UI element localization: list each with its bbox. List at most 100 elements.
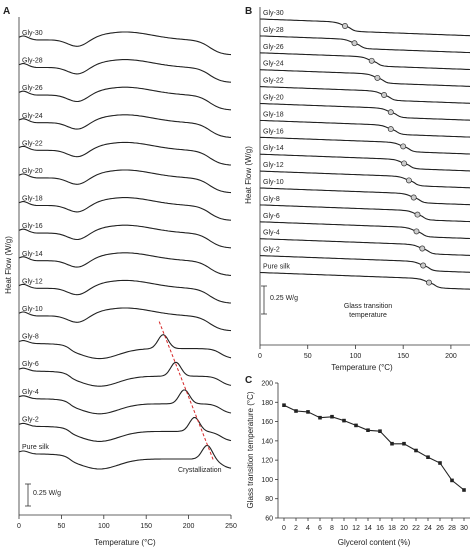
panel-b-curve-gly-2: [259, 255, 471, 273]
panel-b-tg-marker-gly-28: [351, 40, 358, 47]
panel-b-x-tick-label-50: 50: [304, 353, 312, 360]
panel-a-label-gly-24: Gly-24: [22, 113, 43, 120]
panel-c-x-tick-label-2: 2: [294, 525, 298, 532]
panel-a-curve-gly-18: [18, 197, 232, 221]
panel-b-label-gly-30: Gly-30: [263, 10, 284, 17]
crystallization-annotation: Crystallization: [178, 467, 222, 474]
panel-a-curve-gly-12: [18, 279, 232, 304]
panel-b-curve-gly-26: [259, 52, 471, 71]
panel-c-y-tick-label-100: 100: [261, 477, 273, 484]
panel-c-x-tick-label-12: 12: [352, 525, 360, 532]
panel-b: Gly-30Gly-28Gly-26Gly-24Gly-22Gly-20Gly-…: [244, 7, 471, 372]
panel-c-x-tick-label-16: 16: [376, 525, 384, 532]
panel-b-tg-markers: [342, 23, 432, 286]
panel-a-curve-gly-4: [18, 389, 232, 415]
panel-b-label-gly-16: Gly-16: [263, 128, 284, 135]
panel-c-y-tick-label-180: 180: [261, 400, 273, 407]
panel-b-curve-gly-18: [259, 119, 471, 138]
panel-b-curve-gly-14: [259, 153, 471, 172]
panel-c-point-10: [342, 418, 346, 423]
panel-c-y-tick-label-80: 80: [265, 496, 273, 503]
panel-b-label-pure-silk: Pure silk: [263, 264, 290, 271]
panel-b-letter: B: [245, 6, 252, 17]
panel-a-x-ticks: 0 50 100 150 200 250: [17, 515, 237, 530]
panel-a-label-gly-22: Gly-22: [22, 140, 43, 147]
panel-a-curve-gly-24: [18, 114, 232, 138]
panel-c-point-20: [402, 441, 406, 446]
panel-c-y-axis-title: Glass transition temperature (°C): [246, 391, 255, 508]
panel-b-tg-marker-gly-12: [405, 177, 412, 184]
panel-b-label-gly-12: Gly-12: [263, 162, 284, 169]
panel-b-tg-marker-gly-10: [410, 194, 417, 201]
panel-b-curve-gly-16: [259, 136, 471, 155]
panel-c-x-tick-label-28: 28: [448, 525, 456, 532]
panel-a-curve-gly-20: [18, 169, 232, 194]
panel-c-y-tick-label-60: 60: [265, 516, 273, 523]
panel-a-label-gly-12: Gly-12: [22, 278, 43, 285]
panel-b-tg-marker-gly-18: [387, 126, 394, 133]
panel-a-label-gly-10: Gly-10: [22, 306, 43, 313]
panel-c-point-2: [294, 409, 298, 413]
panel-a-curve-gly-26: [18, 86, 232, 111]
glass-transition-annotation-line2: temperature: [349, 312, 387, 319]
panel-c-point-24: [426, 455, 430, 459]
panel-c-point-26: [438, 461, 442, 465]
panel-c-x-tick-label-8: 8: [330, 525, 334, 532]
panel-a-curve-pure-silk: [18, 444, 232, 470]
panel-b-curve-pure-silk: [259, 271, 471, 290]
panel-b-tg-marker-gly-24: [374, 74, 381, 81]
panel-b-tg-marker-gly-20: [387, 109, 394, 116]
panel-b-y-axis-title: Heat Flow (W/g): [244, 146, 253, 204]
panel-a-curve-gly-16: [18, 224, 232, 249]
panel-c-point-30: [462, 488, 466, 492]
panel-b-label-gly-8: Gly-8: [263, 196, 280, 203]
panel-b-curve-gly-8: [259, 204, 471, 223]
panel-a-curve-gly-28: [18, 59, 232, 83]
panel-b-tg-marker-gly-14: [401, 160, 408, 167]
panel-a-y-axis-title: Heat Flow (W/g): [4, 236, 13, 294]
panel-a-letter: A: [3, 6, 10, 17]
panel-a-label-gly-4: Gly-4: [22, 389, 39, 396]
panel-c-x-tick-label-4: 4: [306, 525, 310, 532]
panel-b-tg-marker-gly-26: [368, 57, 375, 64]
panel-a-x-tick-label-250: 250: [225, 523, 237, 530]
panel-b-label-gly-10: Gly-10: [263, 179, 284, 186]
panel-a-label-gly-20: Gly-20: [22, 168, 43, 175]
panel-c-y-tick-label-120: 120: [261, 458, 273, 465]
panel-b-x-tick-label-200: 200: [445, 353, 457, 360]
panel-c-x-tick-label-30: 30: [460, 525, 468, 532]
panel-a-curve-gly-6: [18, 361, 232, 387]
panel-b-curve-gly-24: [259, 69, 471, 87]
panel-a-x-axis-title: Temperature (°C): [94, 538, 156, 547]
panel-b-label-gly-6: Gly-6: [263, 213, 280, 220]
panel-b-curve-gly-22: [259, 86, 471, 104]
panel-b-curve-gly-30: [259, 18, 471, 37]
panel-c-y-tick-label-140: 140: [261, 438, 273, 445]
panel-b-curve-labels: Gly-30 Gly-28 Gly-26 Gly-24 Gly-22 Gly-20 Gly-…: [263, 10, 290, 271]
panel-a-curve-gly-22: [18, 141, 232, 166]
panel-b-x-ticks: 0 50 100 150 200: [258, 345, 457, 360]
panel-b-curve-gly-4: [259, 238, 471, 256]
panel-c-point-16: [378, 429, 382, 433]
panel-a-x-tick-label-200: 200: [183, 523, 195, 530]
panel-b-label-gly-22: Gly-22: [263, 78, 284, 85]
panel-c-x-tick-label-24: 24: [424, 525, 432, 532]
panel-b-label-gly-4: Gly-4: [263, 230, 280, 237]
panel-a-curve-gly-2: [18, 417, 232, 442]
panel-c-point-22: [414, 448, 418, 453]
panel-b-tg-marker-gly-4: [419, 245, 426, 252]
panel-a-curve-gly-30: [18, 31, 232, 56]
panel-b-tg-marker-gly-22: [381, 92, 388, 98]
panel-b-tg-marker-gly-6: [413, 228, 420, 235]
panel-b-label-gly-14: Gly-14: [263, 145, 284, 152]
panel-c-point-6: [318, 415, 322, 420]
panel-b-curves: [259, 18, 471, 290]
panel-c-point-18: [390, 441, 394, 446]
panel-a-label-pure-silk: Pure silk: [22, 444, 49, 451]
panel-b-tg-marker-gly-30: [342, 23, 348, 29]
panel-c-x-tick-label-26: 26: [436, 525, 444, 532]
panel-b-curve-gly-28: [259, 35, 471, 54]
panel-b-curve-gly-12: [259, 170, 471, 189]
